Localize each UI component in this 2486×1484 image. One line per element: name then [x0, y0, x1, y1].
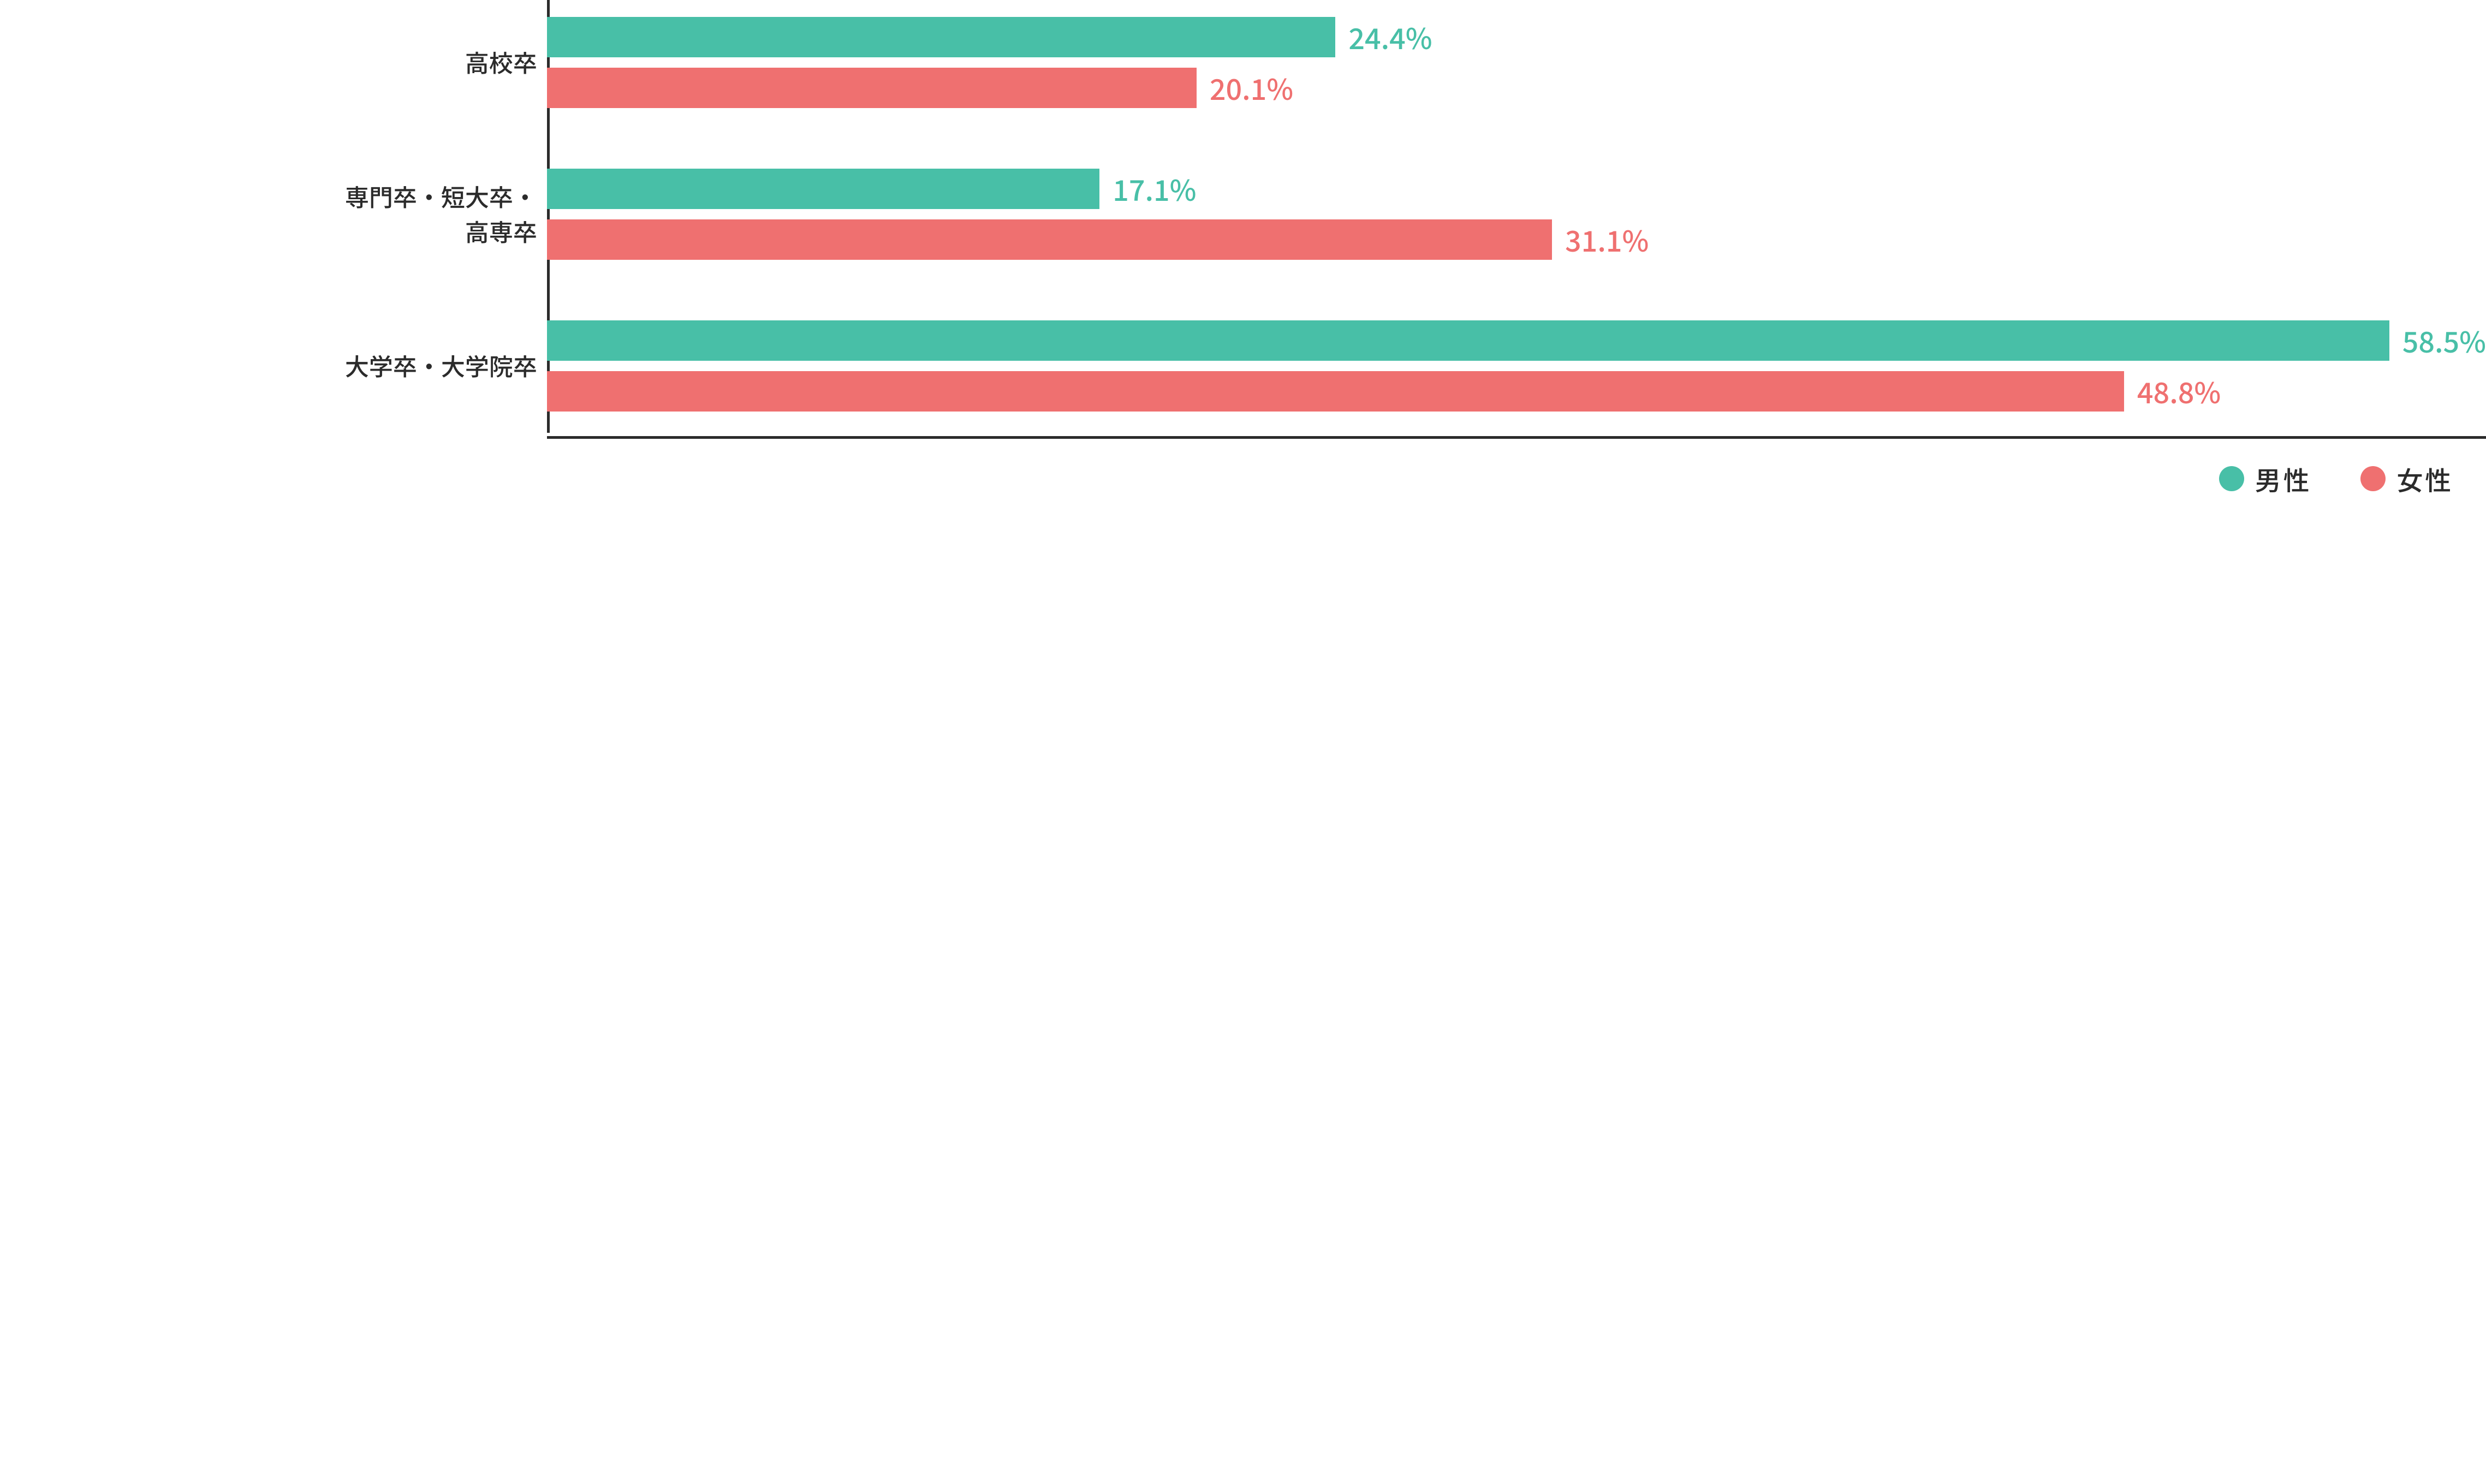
bar-row-female: 48.8%: [547, 371, 2486, 412]
bar-value-label: 17.1%: [1113, 168, 1196, 209]
plot-area: 高校卒 24.4% 20.1% 専門卒・短大卒・高専卒 17.1% 31.1% 大学卒・大学…: [0, 0, 2486, 412]
legend-item-male: 男性: [2219, 460, 2312, 498]
category-label: 大学卒・大学院卒: [0, 348, 547, 383]
bar-row-female: 20.1%: [547, 67, 2486, 108]
bars-column: 17.1% 31.1%: [547, 168, 2486, 260]
legend-swatch-female: [2360, 466, 2386, 491]
legend-label: 女性: [2396, 460, 2453, 498]
bars-column: 58.5% 48.8%: [547, 320, 2486, 412]
category-label: 高校卒: [0, 45, 547, 80]
category-group: 専門卒・短大卒・高専卒 17.1% 31.1%: [0, 168, 2486, 260]
legend-swatch-male: [2219, 466, 2244, 491]
bar-row-male: 17.1%: [547, 168, 2486, 209]
bar-value-label: 58.5%: [2402, 320, 2486, 361]
legend: 男性 女性: [0, 460, 2486, 498]
education-by-gender-chart: 高校卒 24.4% 20.1% 専門卒・短大卒・高専卒 17.1% 31.1% 大学卒・大学…: [0, 0, 2486, 498]
bar-female: [547, 219, 1552, 260]
bars-column: 24.4% 20.1%: [547, 16, 2486, 108]
bar-row-male: 58.5%: [547, 320, 2486, 361]
category-label: 専門卒・短大卒・高専卒: [0, 179, 547, 249]
bar-value-label: 20.1%: [1210, 67, 1293, 108]
bar-male: [547, 17, 1336, 57]
bar-row-female: 31.1%: [547, 219, 2486, 260]
bar-row-male: 24.4%: [547, 16, 2486, 57]
bar-female: [547, 68, 1197, 108]
bar-male: [547, 169, 1099, 209]
bar-female: [547, 371, 2124, 412]
legend-label: 男性: [2255, 460, 2312, 498]
category-group: 大学卒・大学院卒 58.5% 48.8%: [0, 320, 2486, 412]
bar-value-label: 48.8%: [2137, 371, 2221, 412]
legend-item-female: 女性: [2360, 460, 2453, 498]
x-axis: [547, 436, 2486, 439]
bar-value-label: 24.4%: [1348, 16, 1432, 57]
bar-value-label: 31.1%: [1565, 219, 1649, 260]
category-group: 高校卒 24.4% 20.1%: [0, 16, 2486, 108]
bar-male: [547, 320, 2389, 361]
